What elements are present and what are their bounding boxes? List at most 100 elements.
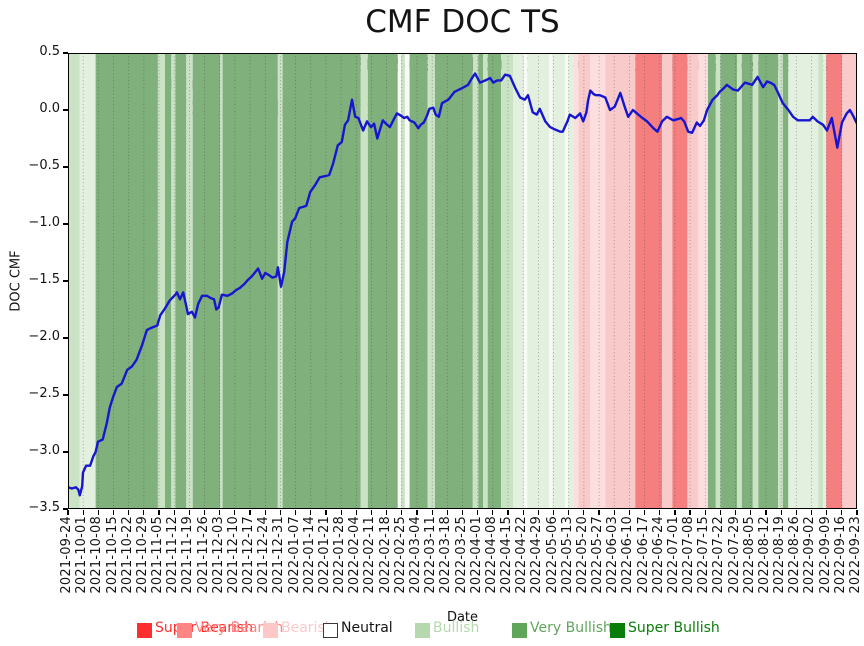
band-bullish_pale bbox=[568, 53, 574, 509]
x-tick-label: 2022-04-29 bbox=[529, 516, 545, 594]
band-very_bullish bbox=[367, 53, 398, 509]
x-tick-mark bbox=[492, 510, 494, 515]
band-bullish bbox=[157, 53, 165, 509]
x-tick-label: 2021-09-24 bbox=[59, 516, 74, 594]
x-tick-mark bbox=[628, 510, 630, 515]
x-tick-label: 2022-03-25 bbox=[453, 516, 469, 594]
plot-border bbox=[68, 53, 857, 509]
x-tick-mark bbox=[704, 510, 706, 515]
band-bullish bbox=[472, 53, 479, 509]
x-tick-mark bbox=[264, 510, 266, 515]
x-tick-mark bbox=[522, 510, 524, 515]
band-bullish bbox=[68, 53, 80, 509]
x-tick-mark bbox=[689, 510, 691, 515]
x-tick-mark bbox=[431, 510, 433, 515]
x-tick-label: 2022-03-04 bbox=[407, 516, 423, 594]
x-tick-label: 2022-02-25 bbox=[392, 516, 408, 594]
band-very_bullish bbox=[720, 53, 738, 509]
x-tick-mark bbox=[340, 510, 342, 515]
legend-label-super-bullish: Super Bullish bbox=[628, 620, 720, 636]
x-tick-mark bbox=[598, 510, 600, 515]
band-very_bearish bbox=[672, 53, 688, 509]
x-tick-mark bbox=[249, 510, 251, 515]
band-bullish bbox=[171, 53, 176, 509]
band-bullish_pale bbox=[79, 53, 96, 509]
y-tick-mark bbox=[63, 166, 68, 168]
x-tick-mark bbox=[841, 510, 843, 515]
y-tick-mark bbox=[63, 394, 68, 396]
x-tick-mark bbox=[507, 510, 509, 515]
band-bearish bbox=[662, 53, 673, 509]
x-tick-label: 2022-09-23 bbox=[848, 516, 863, 594]
x-tick-label: 2022-02-11 bbox=[362, 516, 378, 594]
y-tick-label: −2.5 bbox=[28, 386, 60, 401]
y-tick-mark bbox=[63, 280, 68, 282]
x-tick-mark bbox=[294, 510, 297, 515]
x-tick-label: 2022-03-11 bbox=[423, 516, 439, 594]
band-bearish_light bbox=[590, 53, 606, 509]
x-tick-label: 2022-02-18 bbox=[377, 516, 393, 594]
y-tick-mark bbox=[63, 508, 68, 510]
x-tick-label: 2022-09-16 bbox=[832, 516, 848, 594]
band-bullish_pale bbox=[823, 53, 827, 509]
band-neutral bbox=[404, 53, 410, 509]
x-tick-mark bbox=[659, 510, 661, 515]
legend-label-bearish: Bearish bbox=[281, 620, 334, 636]
x-tick-label: 2022-07-29 bbox=[726, 516, 742, 594]
band-neutral bbox=[397, 53, 401, 509]
x-tick-mark bbox=[537, 510, 539, 515]
x-tick-label: 2022-01-21 bbox=[316, 516, 332, 594]
x-tick-mark bbox=[750, 510, 752, 515]
band-neutral bbox=[549, 53, 553, 509]
legend-swatch-bearish bbox=[263, 623, 278, 638]
x-tick-mark bbox=[203, 510, 206, 515]
x-tick-mark bbox=[765, 510, 767, 515]
x-tick-mark bbox=[795, 510, 797, 515]
band-bullish bbox=[483, 53, 488, 509]
band-bearish_light bbox=[698, 53, 708, 509]
y-tick-label: 0.0 bbox=[39, 101, 60, 116]
x-tick-label: 2021-10-08 bbox=[89, 516, 105, 594]
x-tick-label: 2022-03-18 bbox=[438, 516, 454, 594]
band-very_bullish bbox=[478, 53, 483, 509]
x-tick-label: 2021-12-17 bbox=[241, 516, 257, 594]
band-neutral bbox=[524, 53, 528, 509]
x-tick-label: 2021-11-05 bbox=[150, 516, 166, 594]
x-tick-label: 2022-05-20 bbox=[574, 516, 590, 594]
x-tick-mark bbox=[401, 510, 403, 515]
cmf-line bbox=[68, 72, 857, 497]
band-bearish bbox=[687, 53, 699, 509]
x-tick-label: 2022-09-09 bbox=[817, 516, 833, 594]
y-tick-mark bbox=[63, 451, 68, 453]
band-bullish bbox=[818, 53, 823, 509]
x-tick-label: 2022-01-28 bbox=[332, 516, 348, 594]
x-tick-label: 2022-07-22 bbox=[711, 516, 727, 594]
legend-swatch-very-bearish bbox=[177, 623, 192, 638]
legend-swatch-super-bearish bbox=[137, 623, 152, 638]
x-tick-mark bbox=[810, 510, 813, 515]
x-tick-mark bbox=[856, 510, 858, 515]
band-very_bullish bbox=[741, 53, 753, 509]
y-tick-mark bbox=[63, 109, 68, 111]
x-tick-label: 2021-12-10 bbox=[225, 516, 241, 594]
x-tick-mark bbox=[719, 510, 722, 515]
band-very_bullish bbox=[782, 53, 789, 509]
sentiment-legend: Super Bearish Very Bearish Bearish Neutral B… bbox=[0, 618, 864, 644]
x-tick-label: 2021-11-19 bbox=[180, 516, 196, 594]
y-tick-label: 0.5 bbox=[39, 44, 60, 59]
legend-swatch-super-bullish bbox=[610, 623, 625, 638]
x-tick-label: 2022-01-14 bbox=[301, 516, 317, 594]
y-tick-label: −0.5 bbox=[28, 158, 60, 173]
band-very_bullish bbox=[175, 53, 187, 509]
x-tick-label: 2022-05-13 bbox=[559, 516, 575, 594]
y-tick-mark bbox=[63, 52, 68, 54]
band-bullish_pale bbox=[552, 53, 565, 509]
x-tick-mark bbox=[234, 510, 236, 515]
x-tick-label: 2021-12-24 bbox=[256, 516, 272, 594]
band-bullish bbox=[715, 53, 721, 509]
y-tick-label: −3.5 bbox=[28, 500, 60, 515]
band-bullish bbox=[737, 53, 742, 509]
band-very_bullish bbox=[282, 53, 361, 509]
band-very_bullish bbox=[95, 53, 158, 509]
x-tick-mark bbox=[128, 510, 130, 515]
